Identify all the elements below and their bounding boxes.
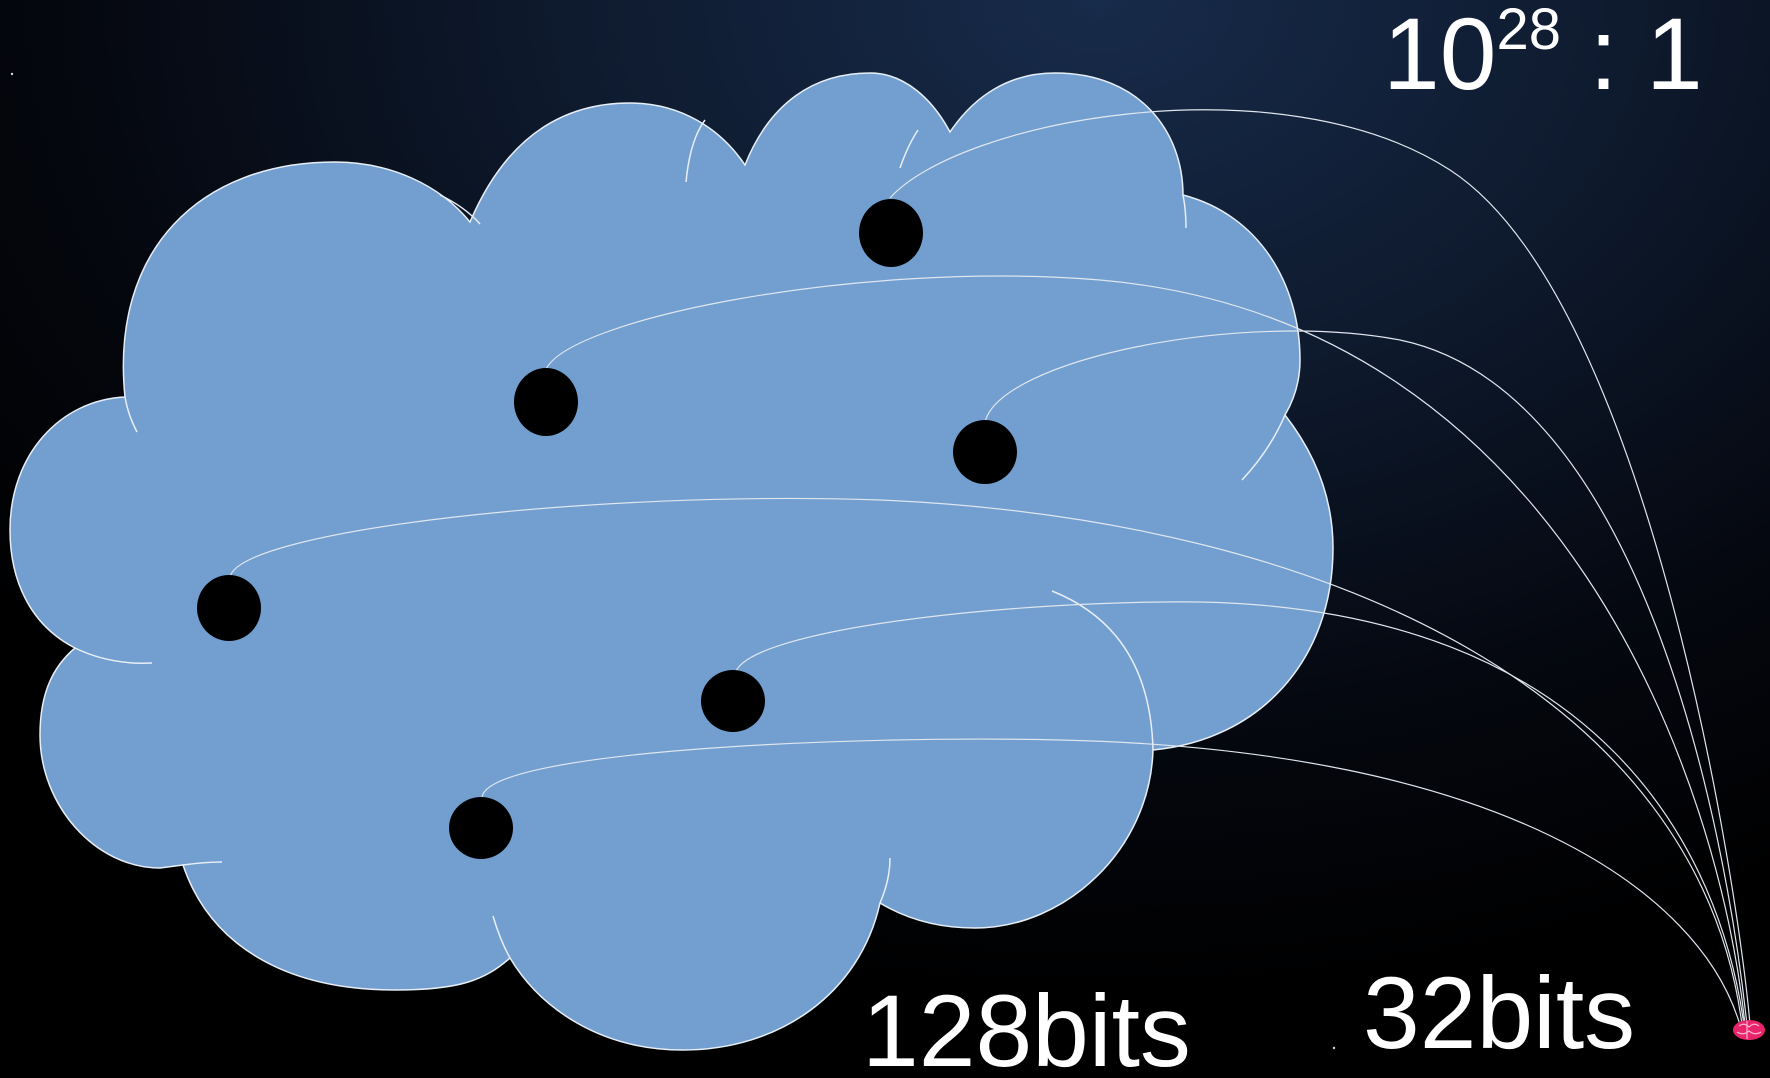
hash-space-cloud xyxy=(9,72,1334,1051)
brain-icon xyxy=(1733,1020,1765,1040)
mapping-arcs xyxy=(229,109,1751,1026)
cloud-shape xyxy=(9,72,1334,1051)
mapping-arc xyxy=(229,497,1743,1026)
mapping-arc xyxy=(889,109,1751,1026)
cloud-contour xyxy=(1182,194,1187,229)
hash-points xyxy=(197,199,1017,859)
mapping-arc xyxy=(481,738,1741,1026)
ratio-exponent: 28 xyxy=(1496,0,1561,62)
ratio-base: 10 xyxy=(1383,0,1497,111)
cloud-contour xyxy=(685,119,706,183)
cloud-contour xyxy=(899,129,919,169)
cloud-contour xyxy=(124,396,138,433)
cloud-contour xyxy=(182,861,223,866)
hash-point xyxy=(953,420,1017,484)
ratio-suffix: : 1 xyxy=(1560,0,1703,111)
stray-dot xyxy=(10,72,14,76)
cloud-contour xyxy=(439,194,481,225)
hash-point xyxy=(449,797,513,859)
cloud-contours xyxy=(74,119,1286,959)
ratio-label: 1028 : 1 xyxy=(1383,0,1703,106)
label-128bits: 128bits xyxy=(862,974,1191,1078)
hash-point xyxy=(859,199,923,267)
stray-dot xyxy=(1332,1046,1336,1050)
hash-point xyxy=(197,575,261,641)
cloud-contour xyxy=(1051,590,1154,751)
hash-point xyxy=(701,670,765,732)
cloud-contour xyxy=(1241,414,1286,481)
mapping-arc xyxy=(734,601,1745,1026)
cloud-contour xyxy=(74,647,153,664)
mapping-arc xyxy=(984,330,1748,1026)
cloud-contour xyxy=(879,857,891,904)
mapping-arc xyxy=(544,275,1746,1026)
hash-point xyxy=(514,368,578,436)
label-32bits: 32bits xyxy=(1363,956,1636,1070)
cloud-contour xyxy=(492,915,511,959)
